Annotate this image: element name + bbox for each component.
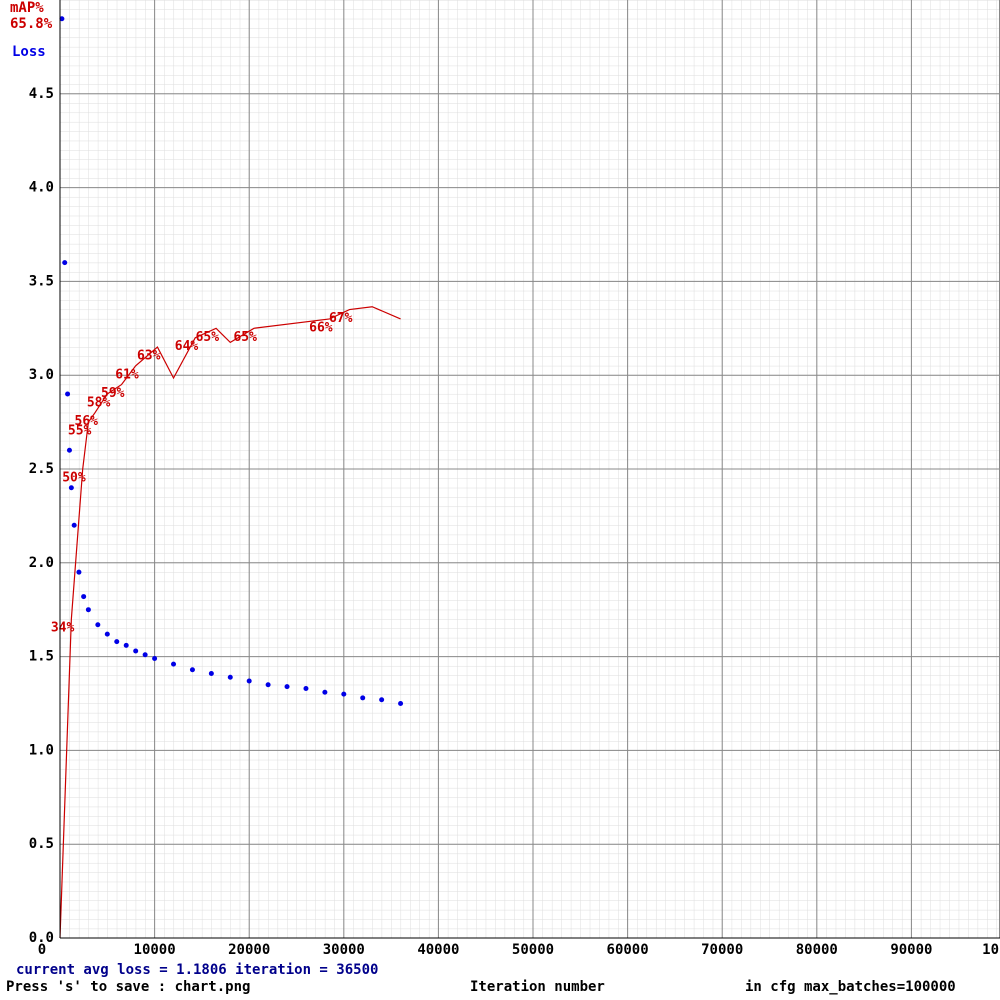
- x-tick-label: 40000: [417, 942, 459, 958]
- loss-point: [152, 655, 158, 661]
- y-tick-label: 1.5: [29, 649, 54, 665]
- y-tick-label: 1.0: [29, 742, 54, 758]
- y2-label: mAP%: [10, 0, 44, 16]
- loss-point: [142, 652, 148, 658]
- x-tick-label: 50000: [512, 942, 554, 958]
- data-label: 50%: [62, 471, 86, 486]
- data-label: 65%: [196, 330, 220, 345]
- x-tick-label: 60000: [607, 942, 649, 958]
- x-tick-label: 70000: [701, 942, 743, 958]
- loss-point: [114, 639, 120, 645]
- y-tick-label: 2.5: [29, 461, 54, 477]
- loss-point: [398, 701, 404, 706]
- loss-point: [303, 685, 309, 691]
- map-line: [59, 306, 401, 939]
- y-tick-label: 3.0: [29, 367, 54, 383]
- current-map: 65.8%: [10, 16, 53, 32]
- status: current avg loss = 1.1806 iteration = 36…: [16, 962, 378, 978]
- data-label: 65%: [233, 330, 257, 345]
- y-tick-label: 3.5: [29, 273, 54, 289]
- loss-point: [85, 607, 91, 613]
- loss-point: [95, 622, 101, 628]
- y-tick-label: 2.0: [29, 555, 54, 571]
- loss-point: [246, 678, 252, 684]
- y-tick-label: 0.5: [29, 836, 54, 852]
- x-tick-label: 10: [982, 942, 999, 958]
- data-label: 56%: [75, 414, 99, 429]
- data-label: 59%: [101, 386, 125, 401]
- loss-point: [360, 695, 366, 701]
- loss-point: [81, 594, 87, 600]
- data-label: 66%: [309, 320, 333, 335]
- loss-point: [62, 260, 68, 266]
- y-tick-label: 0.0: [29, 930, 54, 946]
- loss-point: [171, 661, 177, 667]
- y-label: Loss: [12, 44, 46, 60]
- x-tick-label: 0: [38, 942, 46, 958]
- max-batches: in cfg max_batches=100000: [745, 979, 956, 995]
- loss-point: [208, 670, 214, 676]
- loss-point: [189, 667, 195, 673]
- x-label: Iteration number: [470, 979, 605, 995]
- data-label: 55%: [68, 424, 92, 439]
- loss-point: [68, 485, 74, 491]
- data-label: 58%: [87, 395, 111, 410]
- x-tick-label: 30000: [323, 942, 365, 958]
- loss-point: [76, 569, 82, 575]
- loss-point: [284, 684, 290, 690]
- data-label: 34%: [51, 621, 75, 636]
- data-label: 64%: [175, 339, 199, 354]
- x-tick-label: 10000: [134, 942, 176, 958]
- loss-point: [59, 16, 65, 22]
- y-tick-label: 4.0: [29, 180, 54, 196]
- data-label: 63%: [137, 349, 161, 364]
- x-tick-label: 20000: [228, 942, 270, 958]
- y-tick-label: 4.5: [29, 86, 54, 102]
- loss-point: [123, 642, 129, 648]
- x-tick-label: 80000: [796, 942, 838, 958]
- loss-point: [227, 674, 233, 680]
- data-label: 61%: [115, 367, 139, 382]
- loss-point: [133, 648, 139, 654]
- loss-point: [341, 691, 347, 697]
- loss-point: [322, 689, 328, 695]
- loss-point: [265, 682, 271, 688]
- x-tick-label: 90000: [890, 942, 932, 958]
- loss-point: [104, 631, 110, 637]
- save-hint: Press 's' to save : chart.png: [6, 979, 250, 995]
- loss-point: [65, 391, 71, 397]
- data-label: 67%: [329, 311, 353, 326]
- loss-point: [379, 697, 385, 703]
- loss-point: [66, 447, 72, 453]
- loss-point: [71, 522, 77, 528]
